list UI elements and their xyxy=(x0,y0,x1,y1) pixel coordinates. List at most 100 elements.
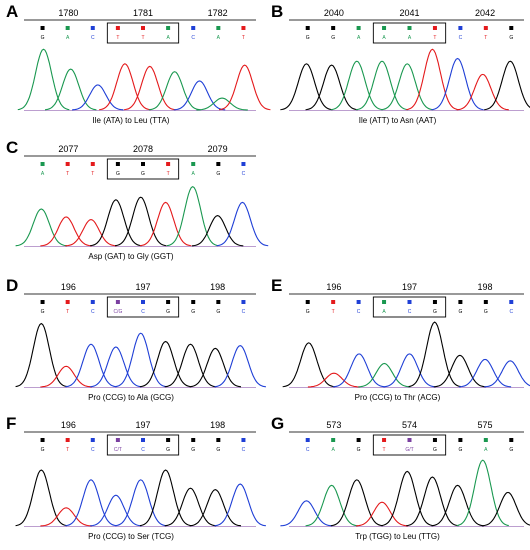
trace-peak xyxy=(305,484,358,527)
mutation-caption: Pro (CCG) to Ala (GCG) xyxy=(88,393,174,402)
panel-e: E 196 197 198 G T C A C G G G C Pro (CCG) to Thr (ACG… xyxy=(265,274,530,407)
panel-b: B 2040 2041 2042 G G A A A T C T G Ile (ATT) to Asn (… xyxy=(265,0,530,130)
panel-label: C xyxy=(6,138,19,157)
base-call-marker xyxy=(509,26,514,30)
base-call-marker xyxy=(241,26,246,30)
trace-peak xyxy=(15,322,68,388)
mutation-caption: Trp (TGG) to Leu (TTG) xyxy=(355,532,440,541)
base-call-marker xyxy=(382,26,387,30)
trace-peak xyxy=(139,469,192,527)
base-call-letter: A xyxy=(192,171,196,177)
base-call-marker xyxy=(141,162,145,166)
trace-peak xyxy=(355,60,409,111)
mutated-codon-box xyxy=(372,434,447,456)
base-call-marker xyxy=(90,438,95,442)
codon-position-label: 196 xyxy=(61,282,76,292)
base-call-letter: C xyxy=(141,309,145,315)
base-call-letter: G xyxy=(166,309,170,315)
panel-c: C 2077 2078 2079 A T T G G T A G C Asp (GAT) to Gly (… xyxy=(0,136,269,266)
chromatogram-trace: 573 574 575 C A G T G/T G G A G xyxy=(280,420,530,527)
trace-peak xyxy=(280,63,333,111)
base-call-letter: T xyxy=(242,35,245,41)
trace-peak xyxy=(139,201,192,247)
base-call-marker xyxy=(331,438,336,442)
base-call-letter: G xyxy=(306,35,310,41)
base-call-marker xyxy=(166,300,171,304)
base-call-letter: T xyxy=(484,35,487,41)
base-call-letter: A xyxy=(357,35,361,41)
base-call-marker xyxy=(483,26,488,30)
base-call-marker xyxy=(407,26,412,30)
base-call-marker xyxy=(40,438,45,442)
base-call-marker xyxy=(166,162,171,166)
trace-peak xyxy=(65,479,117,527)
trace-peak xyxy=(214,483,266,527)
base-call-marker xyxy=(305,438,310,442)
base-call-letter: G xyxy=(191,447,195,453)
base-call-marker xyxy=(407,300,412,304)
base-call-marker xyxy=(90,162,95,166)
base-call-marker xyxy=(483,438,488,442)
trace-peak xyxy=(40,216,92,247)
trace-peak xyxy=(305,64,358,111)
trace-peak xyxy=(484,60,530,111)
mutated-codon-box xyxy=(372,296,447,318)
trace-peak xyxy=(433,354,486,388)
base-call-marker xyxy=(191,300,196,304)
base-call-marker xyxy=(115,26,120,30)
chromatogram-trace: 196 197 198 G T C C/T C G G G C xyxy=(15,420,266,527)
trace-peak xyxy=(214,345,266,388)
base-call-letter: T xyxy=(383,447,386,453)
base-call-marker xyxy=(141,438,145,442)
trace-peak xyxy=(90,346,142,388)
trace-peak xyxy=(40,365,92,388)
base-call-marker xyxy=(432,26,437,30)
base-call-letter: G xyxy=(458,447,462,453)
base-call-marker xyxy=(356,438,361,442)
base-call-marker xyxy=(216,162,221,166)
base-call-marker xyxy=(191,26,196,30)
base-call-letter: A xyxy=(484,447,488,453)
base-call-letter: T xyxy=(66,171,69,177)
codon-position-label: 196 xyxy=(326,282,341,292)
codon-position-label: 2041 xyxy=(399,8,419,18)
base-call-letter: G xyxy=(216,309,220,315)
trace-peak xyxy=(458,358,512,388)
chromatogram-trace: 2077 2078 2079 A T T G G T A G C xyxy=(15,144,269,247)
mutation-caption: Pro (CCG) to Thr (ACG) xyxy=(354,393,441,402)
base-call-letter: G xyxy=(484,309,488,315)
codon-position-label: 198 xyxy=(210,420,225,430)
trace-peak xyxy=(431,484,484,527)
base-call-letter: C xyxy=(306,447,310,453)
base-call-marker xyxy=(40,26,45,30)
base-call-letter: C xyxy=(357,309,361,315)
codon-position-label: 197 xyxy=(135,420,150,430)
panel-label: B xyxy=(271,2,284,21)
panel-label: D xyxy=(6,276,19,295)
base-call-marker xyxy=(331,300,336,304)
trace-peak xyxy=(90,494,142,527)
base-call-marker xyxy=(166,26,171,30)
base-call-marker xyxy=(141,26,145,30)
base-call-marker xyxy=(331,26,336,30)
base-call-letter: C xyxy=(408,309,412,315)
panel-label: A xyxy=(6,2,19,21)
base-call-marker xyxy=(458,300,463,304)
base-call-letter: C/G xyxy=(113,309,122,315)
trace-peak xyxy=(189,489,242,527)
base-call-letter: T xyxy=(141,35,144,41)
base-call-marker xyxy=(65,26,70,30)
trace-peak xyxy=(65,343,117,388)
base-call-marker xyxy=(241,162,246,166)
trace-peak xyxy=(218,64,271,111)
base-call-marker xyxy=(458,438,463,442)
panel-g: G 573 574 575 C A G T G/T G G A G Trp (TGG) to Leu (T… xyxy=(265,412,530,546)
base-call-letter: G xyxy=(509,447,513,453)
base-call-letter: G xyxy=(433,447,437,453)
trace-peak xyxy=(216,201,269,247)
base-call-marker xyxy=(407,438,412,442)
chromatogram-trace: 1780 1781 1782 G A C T T A C A T xyxy=(17,8,271,111)
base-call-marker xyxy=(191,438,196,442)
trace-peak xyxy=(191,215,244,247)
